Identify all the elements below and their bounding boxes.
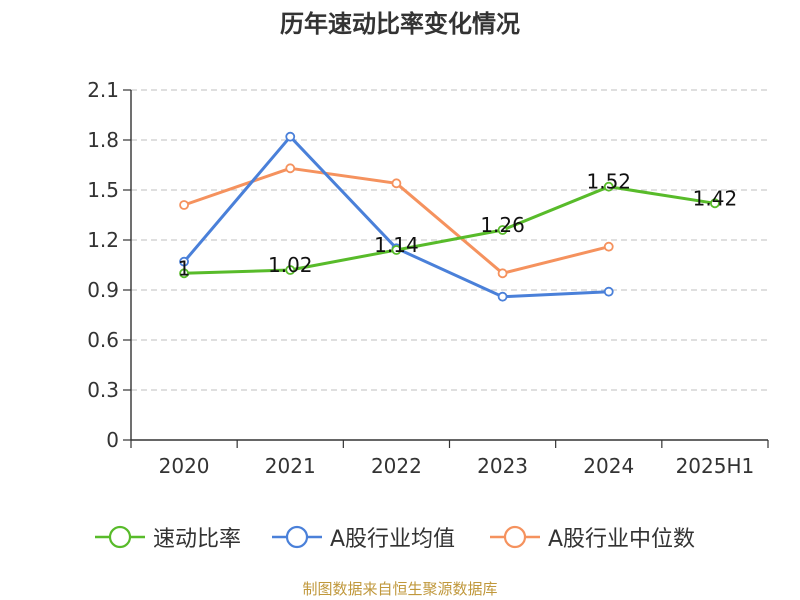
y-tick-label: 1.8 bbox=[87, 128, 119, 152]
data-point bbox=[497, 268, 508, 279]
data-point bbox=[497, 291, 508, 302]
y-tick-label: 1.5 bbox=[87, 178, 119, 202]
data-point bbox=[497, 225, 508, 235]
data-label: 1.52 bbox=[586, 170, 631, 194]
source-note: 制图数据来自恒生聚源数据库 bbox=[302, 580, 498, 598]
legend-item-1[interactable]: A股行业均值 bbox=[272, 520, 455, 554]
y-tick-label: 0.9 bbox=[87, 278, 119, 302]
data-label: 1 bbox=[178, 256, 191, 280]
y-tick-label: 0 bbox=[106, 428, 119, 452]
data-point bbox=[285, 163, 296, 174]
series-line-0 bbox=[184, 185, 716, 275]
x-tick-label: 2020 bbox=[159, 454, 210, 478]
legend-marker-circle bbox=[285, 525, 309, 549]
y-tick-label: 1.2 bbox=[87, 228, 119, 252]
data-point bbox=[603, 181, 614, 192]
data-label: 1.14 bbox=[374, 233, 419, 257]
data-point bbox=[179, 256, 189, 267]
data-point bbox=[391, 178, 402, 189]
data-point bbox=[285, 265, 296, 275]
y-tick-label: 0.6 bbox=[87, 328, 119, 352]
legend-item-0[interactable]: 速动比率 bbox=[95, 520, 241, 554]
x-tick-label: 2023 bbox=[477, 454, 528, 478]
legend-label: 速动比率 bbox=[153, 527, 242, 552]
data-point bbox=[603, 241, 614, 252]
legend-label: A股行业中位数 bbox=[548, 527, 696, 552]
legend-item-2[interactable]: A股行业中位数 bbox=[490, 520, 695, 554]
data-label: 1.02 bbox=[268, 253, 313, 277]
x-tick-label: 2024 bbox=[583, 454, 634, 478]
legend-marker-icon bbox=[272, 525, 322, 549]
data-point bbox=[285, 131, 296, 142]
chart-title: 历年速动比率变化情况 bbox=[280, 10, 520, 38]
data-label: 1.42 bbox=[693, 186, 738, 210]
data-point bbox=[391, 245, 402, 255]
x-tick-label: 2025H1 bbox=[676, 454, 755, 478]
data-point bbox=[179, 200, 189, 210]
data-point bbox=[603, 286, 614, 297]
legend-marker-circle bbox=[108, 525, 132, 549]
data-label: 1.26 bbox=[480, 213, 525, 237]
legend-marker-circle bbox=[503, 525, 527, 549]
legend-label: A股行业均值 bbox=[330, 527, 456, 552]
legend-marker-icon bbox=[490, 525, 540, 549]
legend-marker-icon bbox=[95, 525, 145, 549]
x-tick-label: 2022 bbox=[371, 454, 422, 478]
data-point bbox=[710, 198, 720, 209]
data-point bbox=[179, 268, 189, 279]
legend: 速动比率 A股行业均值 A股行业中位数 bbox=[0, 520, 800, 554]
y-tick-label: 0.3 bbox=[87, 378, 119, 402]
y-tick-label: 2.1 bbox=[87, 78, 119, 102]
x-tick-label: 2021 bbox=[265, 454, 316, 478]
